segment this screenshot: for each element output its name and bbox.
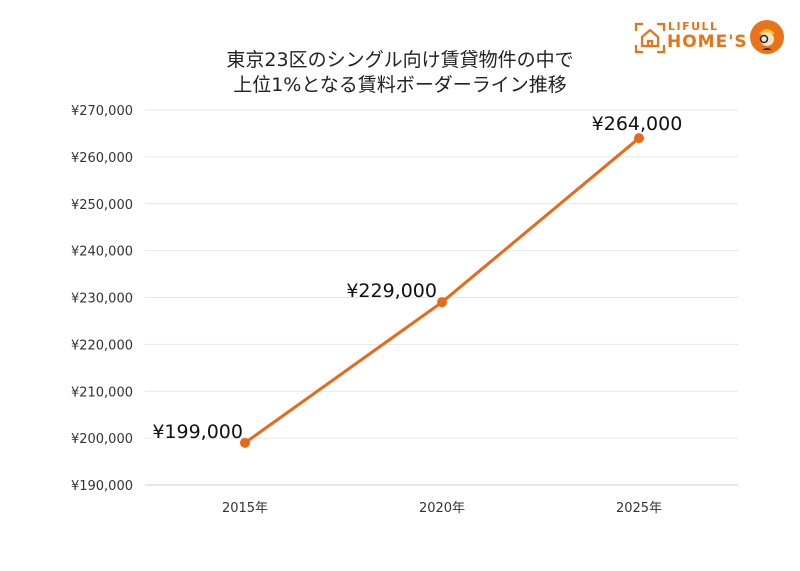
y-tick-label: ¥260,000 (71, 151, 133, 166)
series-line (244, 136, 640, 445)
mascot-icon (750, 20, 784, 54)
data-label: ¥199,000 (152, 421, 243, 443)
y-tick-label: ¥250,000 (71, 198, 133, 213)
chart-title: 東京23区のシングル向け賃貸物件の中で 上位1%となる賃料ボーダーライン推移 (0, 48, 800, 98)
y-tick-label: ¥240,000 (71, 245, 133, 260)
x-tick-label: 2025年 (616, 501, 662, 516)
y-tick-label: ¥190,000 (71, 479, 133, 494)
data-point (240, 437, 250, 448)
x-tick-label: 2020年 (419, 501, 465, 516)
x-tick-label: 2015年 (222, 501, 268, 516)
house-frame-icon (634, 22, 666, 54)
y-tick-label: ¥210,000 (71, 385, 133, 400)
chart-title-line-2: 上位1%となる賃料ボーダーライン推移 (233, 74, 567, 96)
y-tick-label: ¥230,000 (71, 292, 133, 307)
chart-title-line-1: 東京23区のシングル向け賃貸物件の中で (226, 49, 574, 71)
data-label: ¥264,000 (592, 113, 683, 135)
logo-text-lifull: LIFULL (668, 20, 719, 33)
lifull-homes-logo: LIFULL HOME'S (634, 18, 784, 58)
y-tick-label: ¥220,000 (71, 338, 133, 353)
data-point (634, 133, 644, 144)
y-tick-label: ¥200,000 (71, 432, 133, 447)
data-label: ¥229,000 (346, 280, 437, 302)
data-point (437, 297, 447, 308)
y-tick-label: ¥270,000 (71, 104, 133, 119)
logo-text-homes: HOME'S (667, 32, 748, 52)
